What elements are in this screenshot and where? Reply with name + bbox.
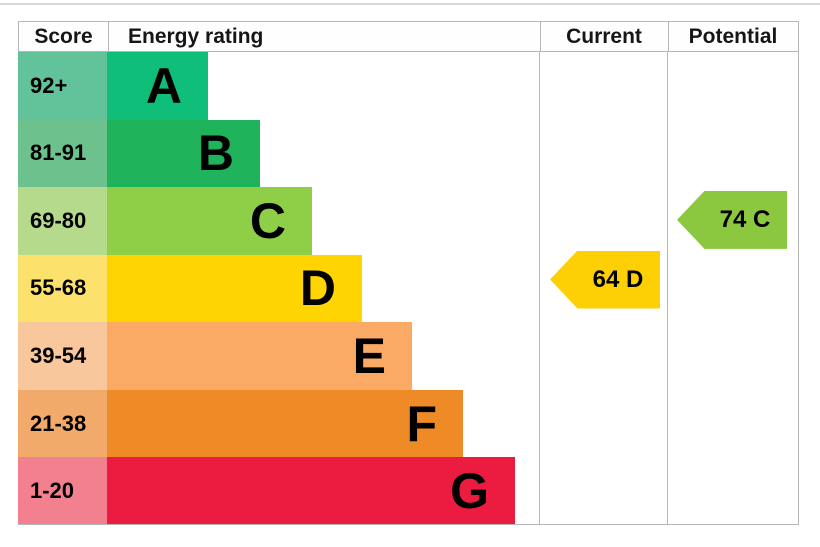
table-bottom-border (18, 524, 799, 525)
energy-band-row: 39-54 E (18, 322, 539, 390)
energy-band-bar: F (107, 389, 463, 458)
energy-band-row: 1-20 G (18, 457, 539, 525)
band-letter: C (249, 192, 286, 249)
page-top-divider (0, 3, 820, 5)
column-divider (667, 52, 668, 525)
table-right-border (798, 52, 799, 525)
energy-band-bar: E (107, 322, 412, 390)
score-range-label: 55-68 (30, 275, 87, 301)
table-header: Score Energy rating Current Potential (18, 21, 799, 52)
band-letter: G (450, 463, 489, 520)
score-range-label: 81-91 (30, 140, 87, 166)
energy-band-row: 92+ A (18, 52, 539, 120)
energy-band-bar: C (107, 187, 312, 255)
column-divider (539, 52, 540, 525)
score-cell: 21-38 (18, 389, 107, 458)
score-range-label: 1-20 (30, 478, 75, 504)
energy-band-bar: A (107, 52, 208, 120)
header-divider (108, 22, 109, 51)
band-letter: A (145, 57, 182, 114)
score-cell: 69-80 (18, 187, 107, 255)
score-range-label: 39-54 (30, 343, 87, 369)
energy-band-row: 69-80 C (18, 187, 539, 255)
current-column-header: Current (566, 24, 642, 48)
current-rating-arrow: 64 D (550, 250, 660, 309)
score-cell: 1-20 (18, 457, 107, 525)
band-letter: E (352, 328, 386, 385)
energy-band-bar: D (107, 254, 362, 323)
potential-rating-arrow: 74 C (677, 190, 787, 249)
potential-rating-label: 74 C (719, 205, 771, 233)
band-letter: B (197, 125, 234, 182)
current-rating-label: 64 D (592, 265, 644, 293)
energy-rating-column-header: Energy rating (128, 24, 264, 48)
score-column-header: Score (34, 24, 93, 48)
energy-band-row: 55-68 D (18, 254, 539, 323)
energy-band-row: 81-91 B (18, 119, 539, 188)
energy-band-bar: B (107, 119, 260, 188)
score-range-label: 21-38 (30, 410, 87, 436)
score-cell: 92+ (18, 52, 107, 120)
band-letter: D (299, 260, 336, 317)
header-divider (668, 22, 669, 51)
score-cell: 55-68 (18, 254, 107, 323)
energy-band-bar: G (107, 457, 515, 525)
potential-column-header: Potential (688, 24, 778, 48)
band-letter: F (406, 395, 437, 452)
energy-band-row: 21-38 F (18, 389, 539, 458)
score-cell: 81-91 (18, 119, 107, 188)
score-range-label: 69-80 (30, 207, 87, 233)
header-divider (540, 22, 541, 51)
score-cell: 39-54 (18, 322, 107, 390)
score-range-label: 92+ (30, 72, 68, 98)
